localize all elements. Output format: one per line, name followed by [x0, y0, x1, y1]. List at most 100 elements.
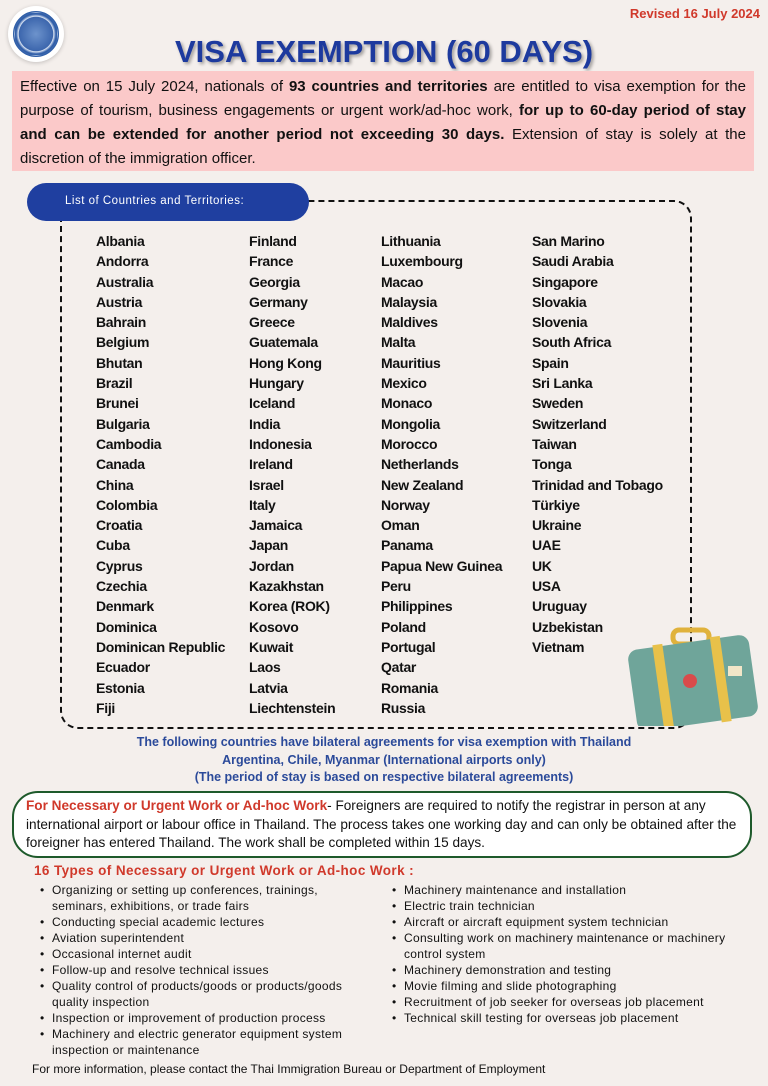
country-item: Ukraine: [532, 517, 582, 534]
country-item: Belgium: [96, 334, 150, 351]
work-type-item: Technical skill testing for overseas job…: [390, 1010, 760, 1026]
bilateral-heading: The following countries have bilateral a…: [136, 735, 632, 749]
work-type-item: Conducting special academic lectures: [38, 914, 368, 930]
country-item: Cuba: [96, 537, 130, 554]
suitcase-icon: [628, 627, 758, 726]
country-item: Slovenia: [532, 314, 588, 331]
country-item: Papua New Guinea: [381, 557, 503, 574]
country-item: Bahrain: [96, 314, 147, 331]
country-item: Lithuania: [381, 233, 441, 249]
countries-list-label: List of Countries and Territories:: [27, 183, 309, 221]
country-item: Hong Kong: [249, 354, 322, 371]
country-item: Jordan: [249, 557, 294, 574]
immigration-seal-logo: [8, 6, 64, 62]
country-item: Panama: [381, 537, 433, 554]
country-item: Ecuador: [96, 659, 150, 676]
country-item: Morocco: [381, 435, 438, 452]
work-type-item: Machinery demonstration and testing: [390, 962, 760, 978]
urgent-work-text: - Foreigners are required to notify the …: [26, 798, 737, 850]
bilateral-note: The following countries have bilateral a…: [0, 734, 768, 787]
country-item: Switzerland: [532, 415, 607, 432]
country-item: Cyprus: [96, 557, 143, 574]
country-item: Denmark: [96, 598, 154, 615]
work-type-item: Aviation superintendent: [38, 930, 368, 946]
work-type-item: Consulting work on machinery maintenance…: [390, 930, 760, 962]
country-item: Korea (ROK): [249, 598, 330, 615]
country-item: Taiwan: [532, 435, 577, 452]
country-item: Liechtenstein: [249, 699, 336, 716]
work-type-item: Quality control of products/goods or pro…: [38, 978, 368, 1010]
country-item: Mauritius: [381, 354, 441, 371]
country-item: China: [96, 476, 134, 493]
country-item: Czechia: [96, 578, 147, 595]
country-item: Trinidad and Tobago: [532, 476, 663, 493]
country-item: UAE: [532, 537, 561, 554]
country-item: San Marino: [532, 233, 605, 249]
work-type-item: Machinery and electric generator equipme…: [38, 1026, 368, 1058]
country-item: New Zealand: [381, 476, 464, 493]
country-item: Poland: [381, 618, 426, 635]
country-item: Russia: [381, 699, 426, 716]
country-item: Kosovo: [249, 618, 299, 635]
intro-bold-count: 93 countries and territories: [288, 78, 488, 95]
country-item: Iceland: [249, 395, 296, 412]
work-type-item: Organizing or setting up conferences, tr…: [38, 882, 368, 914]
country-item: Canada: [96, 456, 145, 473]
work-types-list-left: Organizing or setting up conferences, tr…: [38, 882, 368, 1058]
country-item: Laos: [249, 659, 281, 676]
revised-date: Revised 16 July 2024: [629, 6, 760, 21]
intro-text: Effective on 15 July 2024, nationals of: [20, 78, 289, 95]
country-item: Sri Lanka: [532, 375, 593, 392]
footer-contact-note: For more information, please contact the…: [32, 1062, 546, 1076]
country-item: Saudi Arabia: [532, 253, 614, 270]
countries-box: [60, 200, 692, 729]
work-types-list-right: Machinery maintenance and installationEl…: [390, 882, 760, 1026]
page-title: VISA EXEMPTION (60 DAYS): [174, 34, 594, 69]
work-types-heading: 16 Types of Necessary or Urgent Work or …: [34, 863, 415, 878]
country-item: Brazil: [96, 375, 133, 392]
urgent-work-heading: For Necessary or Urgent Work or Ad-hoc W…: [26, 798, 328, 813]
country-item: Greece: [249, 314, 295, 331]
intro-bold-period: for up to 60-day period of stay and can …: [20, 102, 746, 143]
work-type-item: Machinery maintenance and installation: [390, 882, 760, 898]
country-item: Indonesia: [249, 435, 312, 452]
intro-paragraph: Effective on 15 July 2024, nationals of …: [12, 71, 754, 171]
work-type-item: Movie filming and slide photographing: [390, 978, 760, 994]
country-column-4: San Marino Saudi Arabia Singapore Slovakia S…: [532, 231, 663, 657]
work-type-item: Follow-up and resolve technical issues: [38, 962, 368, 978]
country-item: Kuwait: [249, 638, 294, 655]
country-item: Italy: [249, 496, 276, 513]
country-item: Cambodia: [96, 435, 162, 452]
country-item: Sweden: [532, 395, 584, 412]
country-item: Germany: [249, 293, 308, 310]
country-item: Türkiye: [532, 496, 580, 513]
country-item: Fiji: [96, 699, 116, 716]
country-item: Georgia: [249, 273, 300, 290]
country-item: UK: [532, 557, 552, 574]
country-item: Spain: [532, 354, 569, 371]
work-type-item: Recruitment of job seeker for overseas j…: [390, 994, 760, 1010]
country-item: Norway: [381, 496, 430, 513]
country-item: Maldives: [381, 314, 438, 331]
country-item: Austria: [96, 293, 143, 310]
country-item: Mongolia: [381, 415, 441, 432]
country-item: Dominica: [96, 618, 157, 635]
country-item: Romania: [381, 679, 439, 696]
country-item: Jamaica: [249, 517, 303, 534]
intro-text: are entitled to visa exemption for the p…: [20, 78, 746, 119]
country-item: Andorra: [96, 253, 149, 270]
country-item: USA: [532, 578, 561, 595]
country-item: India: [249, 415, 281, 432]
country-item: Israel: [249, 476, 284, 493]
country-item: Hungary: [249, 375, 304, 392]
country-item: Finland: [249, 233, 297, 249]
country-item: Uzbekistan: [532, 618, 603, 635]
country-item: Macao: [381, 273, 424, 290]
work-type-item: Aircraft or aircraft equipment system te…: [390, 914, 760, 930]
country-item: Mexico: [381, 375, 427, 392]
country-item: Singapore: [532, 273, 598, 290]
country-item: Bulgaria: [96, 415, 150, 432]
country-item: Ireland: [249, 456, 293, 473]
country-item: Dominican Republic: [96, 638, 226, 655]
country-item: Vietnam: [532, 638, 585, 655]
